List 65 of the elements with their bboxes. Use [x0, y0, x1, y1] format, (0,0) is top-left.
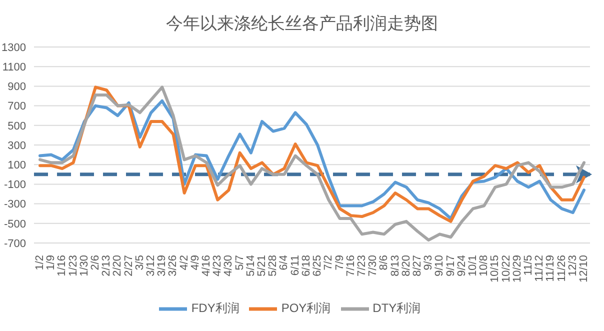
legend-label: FDY利润	[191, 301, 240, 316]
x-tick-label: 4/23	[212, 255, 224, 276]
legend-label: DTY利润	[372, 301, 421, 316]
x-tick-label: 10/1	[466, 255, 479, 276]
x-tick-label: 9/10	[434, 255, 446, 276]
x-tick-label: 11/19	[544, 255, 557, 282]
x-tick-label: 4/9	[189, 255, 202, 270]
x-tick-label: 6/18	[300, 255, 312, 276]
y-tick-label: -100	[4, 179, 26, 192]
x-tick-label: 5/14	[244, 255, 257, 276]
x-tick-label: 5/21	[256, 255, 268, 276]
x-tick-label: 8/13	[389, 255, 402, 276]
x-tick-label: 8/27	[411, 255, 424, 276]
y-tick-label: 300	[8, 140, 26, 152]
x-tick-label: 9/24	[456, 255, 468, 276]
x-tick-label: 7/23	[356, 255, 368, 276]
x-tick-label: 9/17	[444, 255, 457, 276]
x-tick-label: 8/20	[400, 255, 412, 276]
x-tick-label: 11/26	[556, 255, 568, 282]
x-tick-label: 2/6	[90, 255, 102, 270]
y-tick-label: -700	[4, 238, 26, 250]
x-tick-label: 6/11	[289, 255, 302, 276]
x-tick-label: 2/20	[112, 255, 124, 276]
x-tick-label: 10/15	[489, 255, 502, 283]
x-tick-label: 6/4	[278, 255, 290, 270]
x-tick-label: 10/22	[500, 255, 512, 283]
x-tick-label: 5/28	[267, 255, 280, 276]
x-tick-label: 8/6	[378, 255, 390, 270]
x-tick-label: 7/16	[344, 255, 357, 276]
x-tick-label: 3/26	[167, 255, 180, 276]
x-tick-label: 7/9	[334, 255, 346, 270]
y-tick-label: 900	[8, 81, 26, 94]
x-tick-label: 11/12	[534, 255, 546, 282]
y-tick-label: -300	[4, 198, 26, 211]
legend-label: POY利润	[281, 301, 331, 316]
x-tick-label: 3/19	[156, 255, 168, 276]
y-tick-label: -500	[4, 218, 26, 230]
chart-title: 今年以来涤纶长丝各产品利润走势图	[165, 13, 439, 35]
x-tick-label: 4/16	[200, 255, 213, 276]
x-tick-label: 1/16	[56, 255, 68, 276]
x-tick-label: 2/27	[122, 255, 135, 276]
x-tick-label: 11/5	[522, 255, 534, 276]
x-tick-label: 3/12	[145, 255, 158, 276]
x-tick-label: 4/30	[222, 255, 235, 276]
x-tick-label: 4/2	[178, 255, 190, 270]
y-tick-label: 700	[8, 100, 26, 113]
y-tick-label: 100	[8, 160, 26, 172]
x-tick-label: 12/10	[578, 255, 590, 283]
y-tick-label: 500	[8, 120, 26, 132]
x-tick-label: 6/25	[312, 255, 324, 276]
x-tick-label: 12/3	[566, 255, 579, 276]
x-tick-label: 7/30	[367, 255, 380, 276]
y-tick-label: 1300	[2, 42, 26, 54]
x-tick-label: 10/29	[511, 255, 524, 283]
x-tick-label: 10/8	[478, 255, 490, 276]
x-tick-label: 9/3	[422, 255, 435, 270]
x-tick-label: 1/23	[67, 255, 80, 276]
x-tick-label: 2/13	[100, 255, 113, 276]
x-tick-label: 7/2	[322, 255, 335, 270]
x-tick-label: 1/9	[45, 255, 58, 270]
x-tick-label: 1/30	[78, 255, 90, 276]
y-tick-label: 1100	[2, 62, 26, 74]
x-tick-label: 1/2	[34, 255, 46, 270]
x-tick-label: 5/7	[234, 255, 246, 270]
x-tick-label: 3/5	[134, 255, 146, 270]
